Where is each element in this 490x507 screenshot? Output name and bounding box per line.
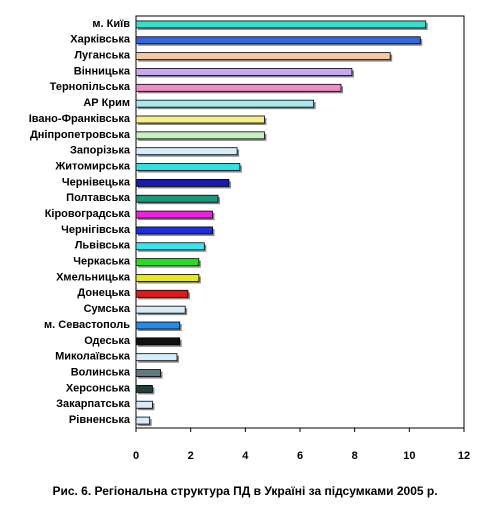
bar	[135, 226, 213, 235]
y-tick-label: Кіровоградська	[45, 208, 131, 220]
bar	[135, 20, 427, 29]
y-tick-label: Дніпропетровська	[30, 129, 131, 141]
y-tick-label: Донецька	[77, 287, 130, 299]
y-tick-label: Закарпатська	[56, 398, 131, 410]
y-tick-label: Сумська	[84, 303, 131, 315]
y-tick-label: м. Севастополь	[44, 319, 130, 331]
bar	[135, 384, 153, 393]
bar	[135, 210, 213, 219]
x-tick-label: 10	[403, 450, 415, 462]
y-tick-label: Чернівецька	[62, 176, 131, 188]
y-tick-label: Львівська	[75, 240, 131, 252]
bar	[135, 258, 200, 267]
bar	[135, 321, 181, 330]
x-tick-label: 4	[242, 450, 249, 462]
y-tick-label: Тернопільська	[50, 81, 131, 93]
bar	[135, 289, 189, 298]
bar	[135, 36, 421, 45]
y-tick-label: м. Київ	[92, 18, 130, 30]
y-tick-label: Вінницька	[74, 65, 131, 77]
bar	[135, 274, 200, 282]
x-tick-label: 12	[458, 450, 470, 462]
bar	[135, 353, 178, 362]
bar	[135, 115, 265, 124]
y-tick-label: АР Крим	[83, 97, 130, 109]
y-tick-label: Житомирська	[54, 160, 131, 172]
y-tick-label: Івано-Франківська	[29, 113, 131, 125]
y-tick-label: Запорізька	[70, 145, 131, 157]
y-tick-label: Луганська	[74, 50, 131, 62]
bar	[135, 337, 181, 346]
y-tick-label: Хмельницька	[56, 271, 131, 283]
bar	[135, 194, 219, 203]
x-tick-label: 6	[297, 450, 303, 462]
bar	[135, 400, 153, 409]
bar	[135, 178, 230, 187]
y-tick-label: Херсонська	[66, 382, 131, 394]
bar	[135, 242, 205, 251]
bar	[135, 99, 315, 108]
x-tick-label: 8	[352, 450, 358, 462]
bar	[135, 369, 162, 377]
bar	[135, 52, 391, 61]
bar	[135, 68, 353, 76]
y-tick-label: Чернігівська	[61, 224, 131, 236]
caption: Рис. 6. Регіональна структура ПД в Украї…	[52, 484, 437, 498]
plot-frame	[135, 15, 465, 429]
y-tick-label: Полтавська	[66, 192, 131, 204]
x-tick-label: 0	[133, 450, 139, 462]
y-tick-label: Миколаївська	[55, 351, 131, 363]
bar	[135, 83, 342, 92]
y-tick-label: Одеська	[84, 335, 131, 347]
bar	[135, 147, 238, 156]
bar	[135, 163, 241, 171]
y-tick-label: Харківська	[70, 34, 131, 46]
y-tick-label: Рівненська	[69, 414, 131, 426]
y-tick-label: Волинська	[71, 366, 131, 378]
bar	[135, 131, 265, 140]
bar	[135, 416, 151, 425]
y-tick-label: Черкаська	[73, 256, 131, 268]
bar	[135, 305, 186, 314]
x-tick-label: 2	[188, 450, 194, 462]
